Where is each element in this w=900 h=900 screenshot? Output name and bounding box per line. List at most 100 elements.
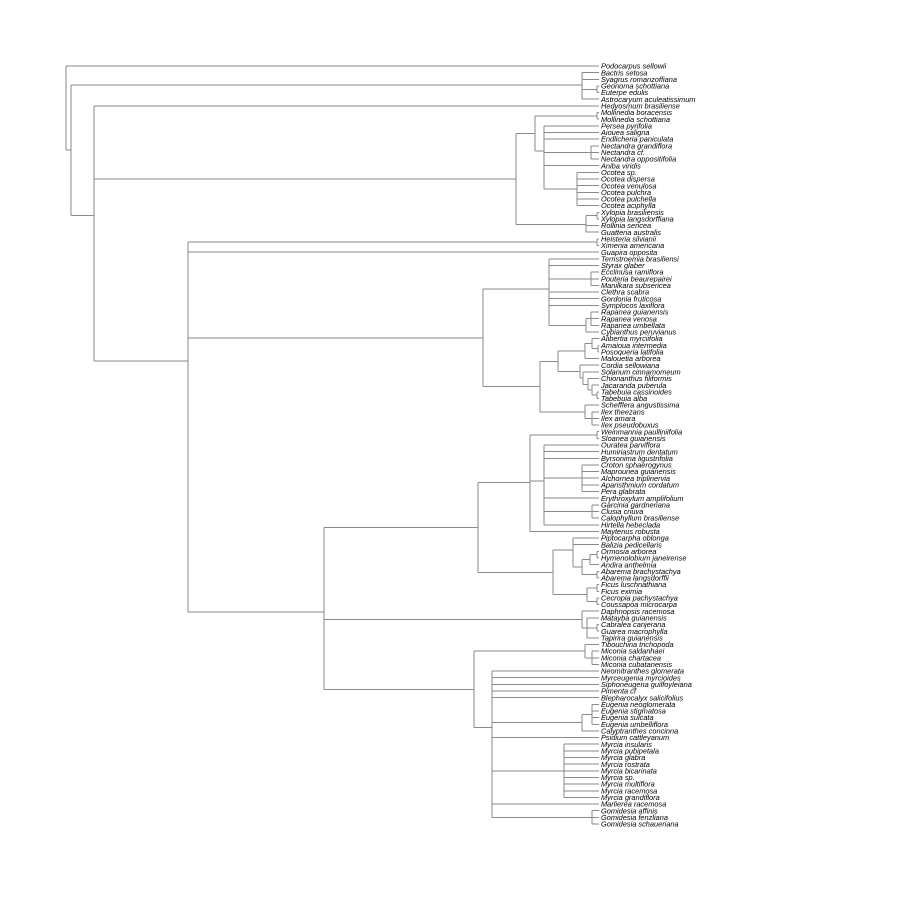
tip-label: Piptocarpha oblonga: [601, 534, 669, 543]
tip-label: Xylopia langsdorffiana: [600, 215, 674, 224]
tip-label: Ecclinusa ramiflora: [601, 268, 663, 277]
tip-label: Marlierea racemosa: [601, 800, 666, 809]
tip-label: Clusia criuva: [601, 507, 643, 516]
tip-label: Eugenia umbelliflora: [601, 720, 668, 729]
tip-label: Ormosia arborea: [601, 547, 656, 556]
tip-label: Eugenia neoglomerata: [601, 700, 675, 709]
tip-label: Rapanea guianensis: [601, 308, 669, 317]
tip-label: Endlicheria paniculata: [601, 135, 673, 144]
tip-label: Balizia pedicellaris: [601, 540, 662, 549]
tip-label: Mollinedia boracensis: [601, 108, 672, 117]
tip-label: Cybianthus peruvianus: [601, 328, 676, 337]
tip-label: Myrcia sp.: [601, 773, 635, 782]
tip-label: Heisteria silvianii: [601, 234, 656, 243]
tip-label: Hedyosmum brasiliense: [601, 101, 680, 110]
tip-label: Weinmannia paulliniifolia: [601, 427, 682, 436]
tip-label: Guapira opposita: [601, 248, 657, 257]
tip-label: Bactris setosa: [601, 68, 647, 77]
tip-label: Myrcia glabra: [601, 753, 645, 762]
tip-label: Coussapoa microcarpa: [601, 600, 677, 609]
tip-label: Ouratea parviflora: [601, 441, 660, 450]
tip-label: Symplocos laxiflora: [601, 301, 665, 310]
tip-label: Nectandra oppositifolia: [601, 155, 676, 164]
tip-label: Aiouea saligna: [600, 128, 650, 137]
tip-label: Malouetia arborea: [601, 354, 661, 363]
tip-label: Ternstroemia brasiliensi: [601, 254, 679, 263]
tip-label: Myrceugenia myrcioides: [601, 673, 681, 682]
tip-label: Miconia chartacea: [601, 653, 661, 662]
tip-label: Alibertia myrciifolia: [600, 334, 663, 343]
tip-label: Byrsonima ligustrifolia: [601, 454, 673, 463]
tip-label: Gomidesia affinis: [601, 806, 658, 815]
tip-label: Ocotea aciphylla: [601, 201, 656, 210]
tip-label: Abarema langsdorffii: [600, 574, 669, 583]
tip-label: Aniba viridis: [600, 161, 641, 170]
tip-label: Tibouchina trichopoda: [601, 640, 674, 649]
tip-label: Daphnopsis racemosa: [601, 607, 675, 616]
tip-label: Posoqueria latifolia: [601, 348, 663, 357]
tip-label: Psidium cattleyanum: [601, 733, 669, 742]
tip-label: Abarema brachystachya: [600, 567, 681, 576]
tip-label: Myrcia grandiflora: [601, 793, 660, 802]
tip-label: Ocotea venulosa: [601, 181, 656, 190]
tip-label: Astrocaryum aculeatissimum: [600, 95, 695, 104]
tip-label: Blepharocalyx salicifolius: [601, 693, 683, 702]
tip-label: Styrax glaber: [601, 261, 645, 270]
tip-label: Siphoneugena guilfoyleiana: [601, 680, 692, 689]
tip-label: Maytenus robusta: [601, 527, 660, 536]
tip-label: Ilex amara: [601, 414, 636, 423]
tip-label: Ocotea sp.: [601, 168, 637, 177]
tip-label: Guatteria australis: [601, 228, 661, 237]
tip-label: Nectandra cf.: [601, 148, 645, 157]
tip-label: Manilkara subsericea: [601, 281, 671, 290]
tip-label: Podocarpus sellowii: [601, 62, 667, 71]
tip-label: Myrcia racemosa: [601, 786, 657, 795]
tip-label: Tabebuia alba: [601, 394, 647, 403]
tip-label: Tapirira guianensis: [601, 633, 663, 642]
tip-label: Solanum cinnamomeum: [601, 367, 681, 376]
tip-label: Geonoma schottiana: [601, 82, 669, 91]
tip-label: Matayba guianensis: [601, 613, 667, 622]
tip-label: Humiriastrum dentatum: [601, 447, 678, 456]
tip-label: Rapanea venosa: [601, 314, 657, 323]
tip-label: Ocotea dispersa: [601, 175, 655, 184]
tip-label: Schefflera angustissima: [601, 401, 679, 410]
tip-label: Cabralea canjerana: [601, 620, 666, 629]
tip-label: Eugenia stigmatosa: [601, 707, 666, 716]
tip-label: Xylopia brasiliensis: [600, 208, 664, 217]
tip-label: Gordonia fruticosa: [601, 294, 661, 303]
tip-label: Cecropia pachystachya: [601, 594, 678, 603]
tip-label: Myrcia rostrata: [601, 760, 650, 769]
tip-label: Myrcia pubipetala: [601, 746, 659, 755]
tip-label: Ficus eximia: [601, 587, 642, 596]
tip-label: Croton sphaerogynus: [601, 461, 672, 470]
tip-label: Miconia cubatanensis: [601, 660, 672, 669]
tip-label: Eugenia sulcata: [601, 713, 654, 722]
tip-label: Neomitranthes glomerata: [601, 667, 684, 676]
tip-label: Ximenia americana: [600, 241, 664, 250]
tip-label: Calyptranthes concinna: [601, 727, 678, 736]
tip-label: Tabebuia cassinoides: [601, 387, 672, 396]
tip-label: Sloanea guianensis: [601, 434, 666, 443]
tip-label: Chionanthus filiformis: [601, 374, 672, 383]
tip-label: Ilex theezans: [601, 407, 645, 416]
tip-label: Rapanea umbellata: [601, 321, 665, 330]
tip-label: Ficus luschnathiana: [601, 580, 666, 589]
tip-label: Pimenta cf: [601, 687, 637, 696]
tip-label: Ocotea pulchra: [601, 188, 651, 197]
tip-label: Myrcia bicarinata: [601, 766, 657, 775]
tip-label: Garcinia gardneriana: [601, 500, 670, 509]
tip-label: Hymenolobium janeirense: [601, 554, 686, 563]
tip-label: Ilex pseudobuxus: [601, 421, 659, 430]
tip-label: Clethra scabra: [601, 288, 649, 297]
tip-label: Alchornea triplinervia: [600, 474, 670, 483]
tip-label: Calophyllum brasiliense: [601, 514, 679, 523]
tip-label: Aparisthmium cordatum: [600, 480, 679, 489]
tip-label: Nectandra grandiflora: [601, 141, 672, 150]
tree-branches: [65, 65, 599, 825]
tip-label: Jacaranda puberula: [600, 381, 666, 390]
tip-label: Gomidesia schaueriana: [601, 820, 679, 829]
tip-label: Erythroxylum amplifolium: [601, 494, 684, 503]
tip-label: Andira anthelmia: [600, 560, 656, 569]
